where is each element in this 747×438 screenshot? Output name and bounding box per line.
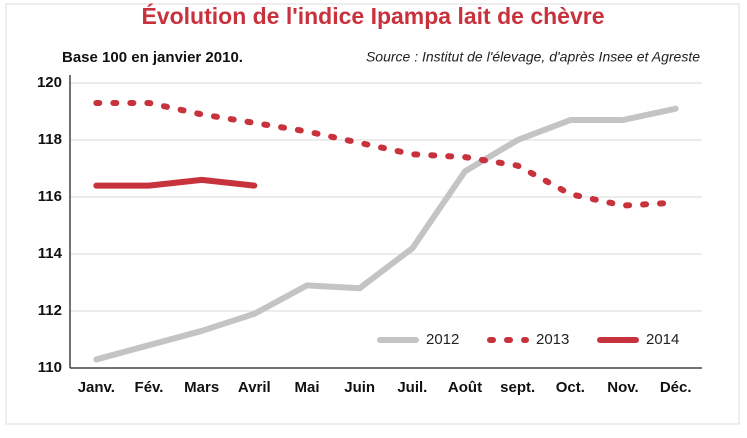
x-tick-label: Janv. [78,379,115,396]
frame [5,3,740,425]
x-tick-label: Août [448,379,482,396]
y-tick-label: 120 [37,74,62,91]
chart-source: Source : Institut de l'élevage, d'après … [366,49,700,65]
x-tick-label: Mars [184,379,219,396]
series-line [93,105,679,363]
x-tick-label: Nov. [607,379,638,396]
legend-box [372,326,694,354]
series-line [93,99,679,209]
chart-title: Évolution de l'indice Ipampa lait de chè… [141,2,604,29]
legend-label: 2013 [536,331,569,348]
legend-label: 2014 [646,331,679,348]
chart-subtitle: Base 100 en janvier 2010. [62,49,243,66]
y-tick-label: 116 [38,188,62,205]
x-tick-label: sept. [500,379,535,396]
legend-label: 2012 [426,331,459,348]
x-tick-label: Oct. [556,379,585,396]
x-tick-label: Avril [238,379,271,396]
x-tick-label: Juin [344,379,375,396]
y-tick-label: 110 [38,359,62,376]
x-tick-label: Mai [294,379,319,396]
x-tick-label: Fév. [135,379,164,396]
x-tick-label: Déc. [660,379,692,396]
x-tick-label: Juil. [397,379,427,396]
y-tick-label: 114 [38,245,63,262]
y-tick-label: 118 [38,131,62,148]
y-tick-label: 112 [38,302,62,319]
series-line [93,176,258,189]
